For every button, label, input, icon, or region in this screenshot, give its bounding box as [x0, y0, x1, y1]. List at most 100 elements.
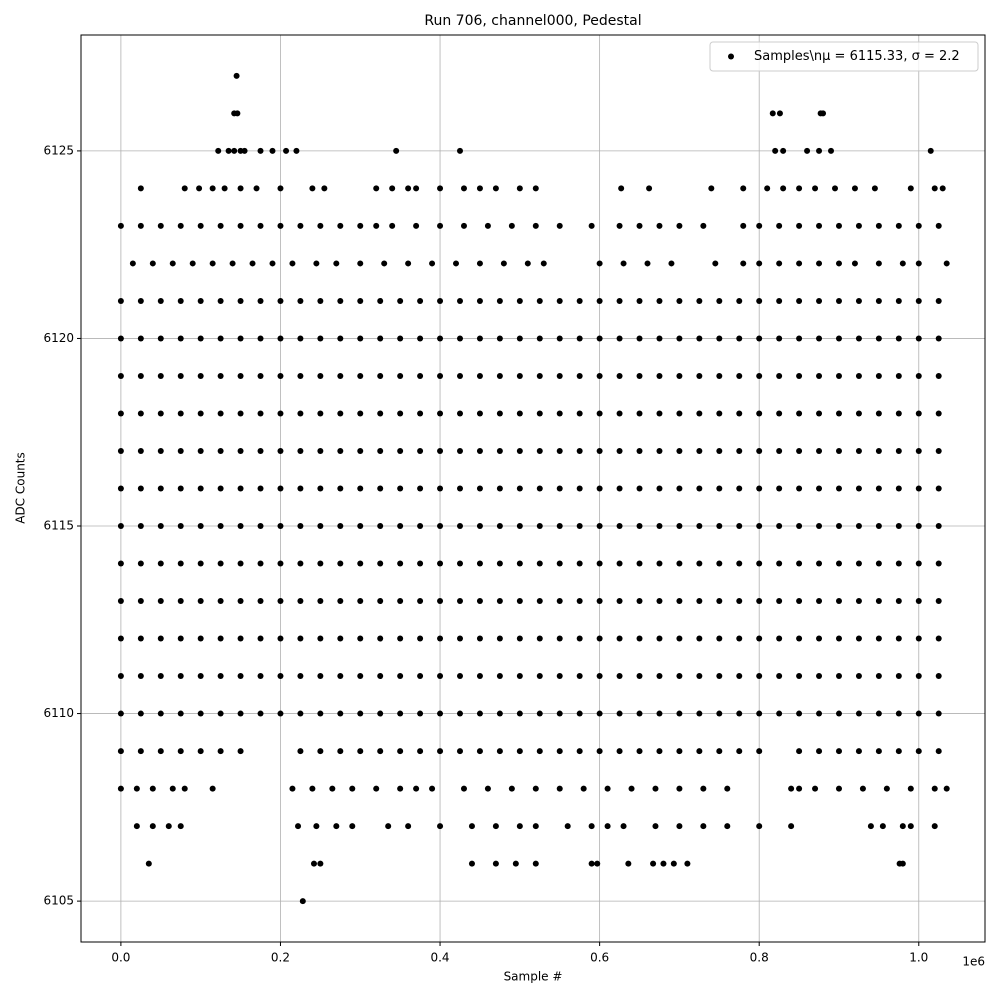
data-point — [736, 523, 743, 530]
data-point — [157, 297, 164, 304]
data-point — [177, 410, 184, 417]
data-point — [377, 297, 384, 304]
data-point — [875, 447, 882, 454]
data-point — [137, 523, 144, 530]
data-point — [460, 785, 467, 792]
data-point — [816, 673, 823, 680]
data-point — [405, 823, 412, 830]
data-point — [656, 523, 663, 530]
data-point — [476, 297, 483, 304]
data-point — [835, 222, 842, 229]
data-point — [676, 297, 683, 304]
data-point — [576, 523, 583, 530]
data-point — [197, 335, 204, 342]
data-point — [337, 560, 344, 567]
data-point — [816, 485, 823, 492]
data-point — [137, 222, 144, 229]
data-point — [269, 147, 276, 154]
data-point — [456, 598, 463, 605]
data-point — [496, 673, 503, 680]
data-point — [915, 635, 922, 642]
data-point — [596, 485, 603, 492]
data-point — [417, 635, 424, 642]
data-point — [524, 260, 531, 267]
data-point — [297, 710, 304, 717]
data-point — [895, 523, 902, 530]
data-point — [875, 523, 882, 530]
data-point — [377, 560, 384, 567]
data-point — [716, 485, 723, 492]
data-point — [576, 635, 583, 642]
data-point — [756, 823, 763, 830]
data-point — [217, 335, 224, 342]
data-point — [217, 485, 224, 492]
data-point — [756, 260, 763, 267]
data-point — [476, 185, 483, 192]
data-point — [385, 823, 392, 830]
data-point — [927, 147, 934, 154]
data-point — [835, 598, 842, 605]
data-point — [289, 785, 296, 792]
data-point — [197, 748, 204, 755]
data-point — [468, 823, 475, 830]
data-point — [437, 748, 444, 755]
data-point — [736, 297, 743, 304]
data-point — [476, 523, 483, 530]
data-point — [596, 598, 603, 605]
data-point — [413, 185, 420, 192]
data-point — [736, 635, 743, 642]
data-point — [676, 523, 683, 530]
data-point — [377, 635, 384, 642]
data-point — [476, 485, 483, 492]
data-point — [796, 185, 803, 192]
data-point — [492, 823, 499, 830]
data-point — [277, 560, 284, 567]
data-point — [437, 673, 444, 680]
data-point — [796, 748, 803, 755]
legend-box — [709, 41, 979, 72]
data-point — [756, 673, 763, 680]
data-point — [576, 335, 583, 342]
data-point — [397, 748, 404, 755]
data-point — [196, 185, 203, 192]
data-point — [237, 485, 244, 492]
data-point — [796, 785, 803, 792]
data-point — [237, 748, 244, 755]
data-point — [780, 185, 787, 192]
data-point — [576, 560, 583, 567]
data-point — [177, 335, 184, 342]
data-point — [133, 823, 140, 830]
data-point — [636, 710, 643, 717]
data-point — [496, 523, 503, 530]
data-point — [895, 447, 902, 454]
data-point — [915, 222, 922, 229]
data-point — [516, 635, 523, 642]
data-point — [716, 748, 723, 755]
data-point — [588, 860, 595, 867]
data-point — [237, 372, 244, 379]
data-point — [696, 635, 703, 642]
legend-marker — [728, 53, 734, 60]
data-point — [217, 673, 224, 680]
data-point — [716, 523, 723, 530]
data-point — [357, 635, 364, 642]
data-point — [377, 447, 384, 454]
data-point — [277, 185, 284, 192]
data-point — [536, 297, 543, 304]
data-point — [835, 372, 842, 379]
data-point — [676, 785, 683, 792]
data-point — [157, 560, 164, 567]
data-point — [317, 748, 324, 755]
data-point — [816, 560, 823, 567]
data-point — [157, 598, 164, 605]
data-point — [895, 710, 902, 717]
data-point — [313, 823, 320, 830]
data-point — [943, 785, 950, 792]
data-point — [716, 598, 723, 605]
data-point — [676, 485, 683, 492]
data-point — [656, 635, 663, 642]
data-point — [716, 372, 723, 379]
data-point — [935, 598, 942, 605]
data-point — [576, 598, 583, 605]
data-point — [129, 260, 136, 267]
